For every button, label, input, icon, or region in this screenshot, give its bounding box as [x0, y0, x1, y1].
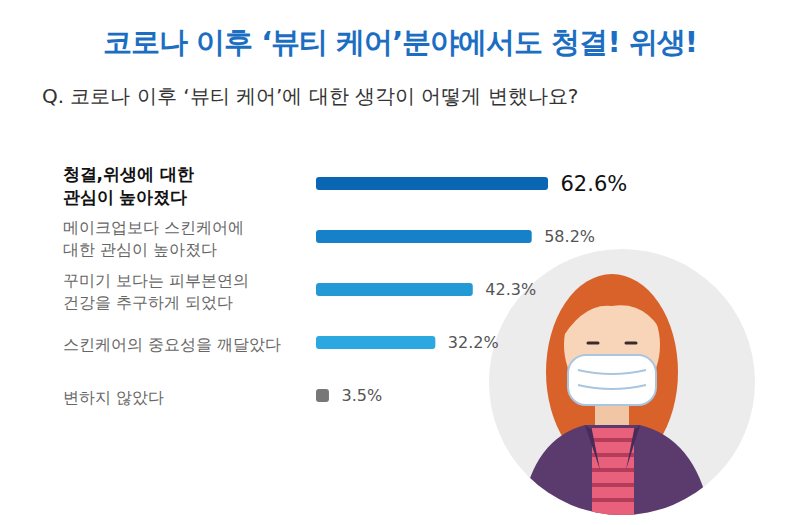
svg-text:메이크업보다 스킨케어에대한 관심이 높아졌다: 메이크업보다 스킨케어에대한 관심이 높아졌다 — [63, 218, 244, 259]
svg-text:변하지 않았다: 변하지 않았다 — [63, 388, 164, 407]
svg-text:스킨케어의 중요성을 깨달았다: 스킨케어의 중요성을 깨달았다 — [63, 335, 281, 354]
svg-text:청결,위생에 대한관심이 높아졌다: 청결,위생에 대한관심이 높아졌다 — [63, 164, 194, 207]
svg-text:42.3%: 42.3% — [485, 280, 536, 299]
svg-text:3.5%: 3.5% — [341, 386, 382, 405]
svg-text:32.2%: 32.2% — [448, 333, 499, 352]
svg-text:58.2%: 58.2% — [544, 227, 595, 246]
html-text:Q. 코로나 이후 ‘뷰티 케어’에 대한 생각이 어떻게: Q. 코로나 이후 ‘뷰티 케어’에 대한 생각이 어떻게 변했나요? — [42, 84, 579, 108]
svg-text:62.6%: 62.6% — [561, 172, 628, 196]
html-text:코로나 이후 ‘뷰티 케어’분야에서도 청결! 위생!: 코로나 이후 ‘뷰티 케어’분야에서도 청결! 위생! — [103, 25, 697, 59]
svg-text:꾸미기 보다는 피부본연의건강을 추구하게 되었다: 꾸미기 보다는 피부본연의건강을 추구하게 되었다 — [63, 271, 249, 312]
